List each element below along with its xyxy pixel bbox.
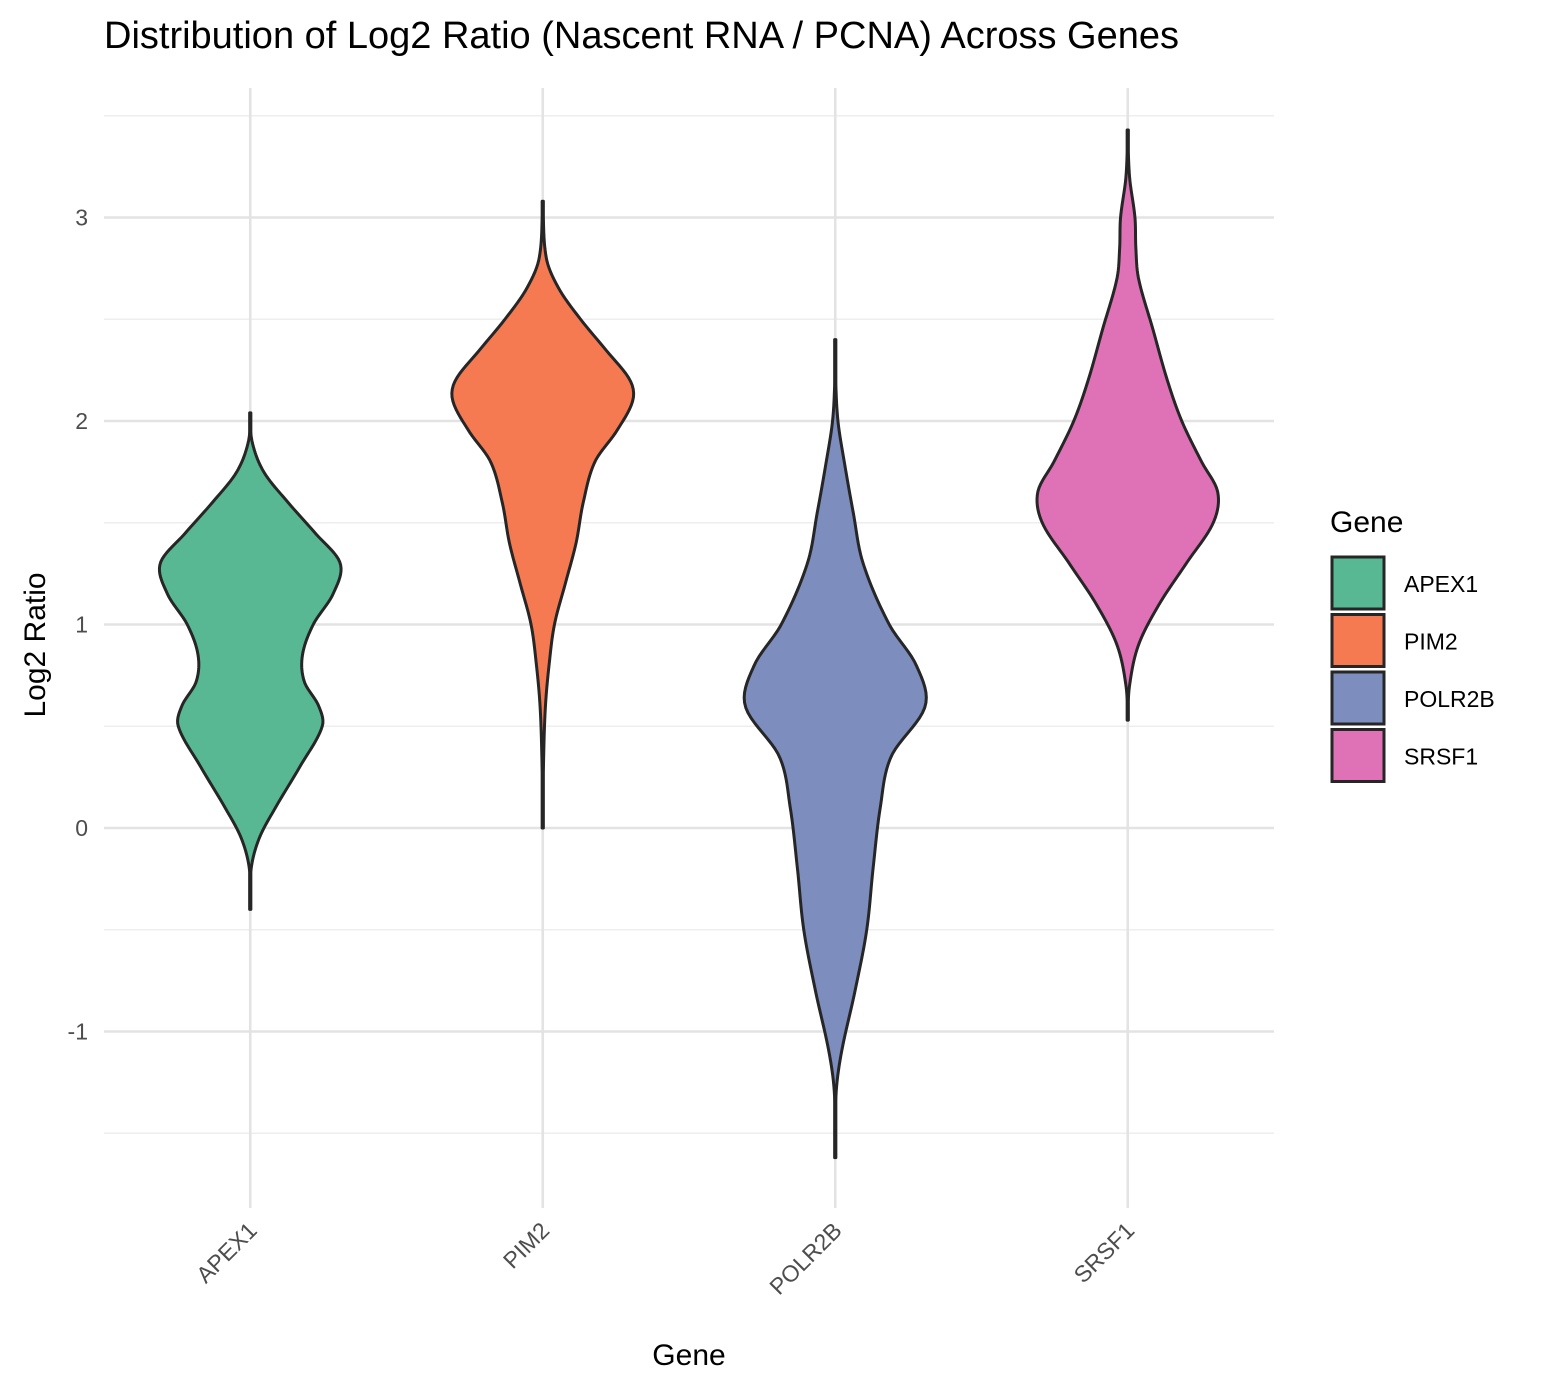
violin-pim2 [450, 199, 636, 830]
legend-key-pim2 [1330, 613, 1386, 668]
legend-key-apex1 [1330, 555, 1386, 611]
x-tick-label: POLR2B [764, 1217, 847, 1300]
y-axis-ticks: -1 0 1 2 3 [68, 205, 88, 1045]
legend-label: SRSF1 [1404, 744, 1478, 770]
legend-label: PIM2 [1404, 629, 1458, 655]
y-tick-label: 3 [75, 205, 88, 231]
chart-title: Distribution of Log2 Ratio (Nascent RNA … [104, 15, 1179, 57]
legend: Gene APEX1 PIM2 POLR2B SRSF1 [1330, 506, 1495, 783]
x-tick-label: PIM2 [498, 1217, 554, 1273]
violin-srsf1 [1035, 128, 1220, 722]
violin-group [157, 128, 1220, 1160]
x-tick-label: SRSF1 [1068, 1217, 1139, 1288]
violin-polr2b [742, 338, 928, 1160]
legend-key-srsf1 [1330, 728, 1386, 783]
x-tick-label: APEX1 [191, 1217, 262, 1288]
x-axis-title: Gene [652, 1339, 725, 1372]
violin-apex1 [157, 411, 343, 911]
y-tick-label: 1 [75, 612, 88, 638]
y-tick-label: 0 [75, 815, 88, 841]
legend-title: Gene [1330, 506, 1403, 539]
y-tick-label: -1 [68, 1019, 88, 1045]
y-axis-title: Log2 Ratio [19, 572, 52, 717]
legend-key-polr2b [1330, 670, 1386, 726]
y-tick-label: 2 [75, 408, 88, 434]
legend-label: APEX1 [1404, 571, 1478, 597]
x-axis-ticks: APEX1 PIM2 POLR2B SRSF1 [191, 1217, 1139, 1300]
legend-label: POLR2B [1404, 686, 1495, 712]
